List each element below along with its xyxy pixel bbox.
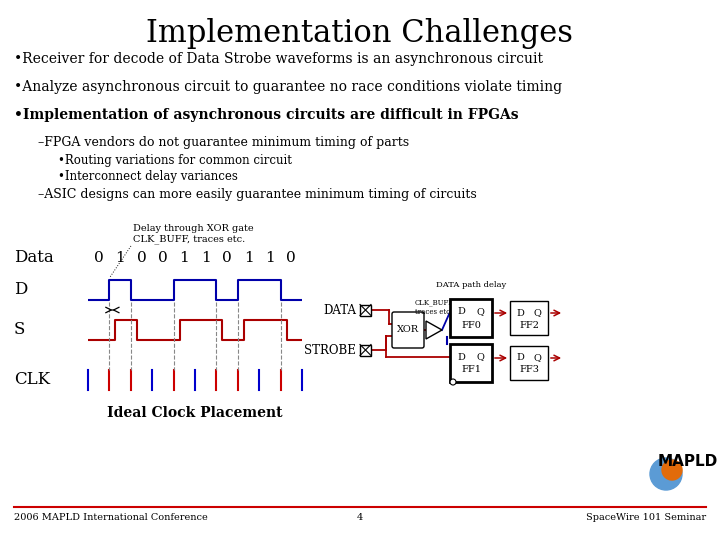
Text: FF2: FF2: [519, 321, 539, 329]
Text: STROBE: STROBE: [304, 343, 356, 356]
Text: DATA: DATA: [323, 303, 356, 316]
Text: S: S: [14, 321, 25, 339]
Text: 2006 MAPLD International Conference: 2006 MAPLD International Conference: [14, 514, 208, 523]
Bar: [360, 305, 371, 315]
Text: 1: 1: [243, 251, 253, 265]
Text: Delay through XOR gate
CLK_BUFF, traces etc.: Delay through XOR gate CLK_BUFF, traces …: [133, 224, 253, 244]
Text: MAPLD: MAPLD: [658, 455, 718, 469]
Text: CLK: CLK: [14, 372, 50, 388]
Text: DATA path delay: DATA path delay: [436, 281, 506, 289]
Text: 1: 1: [179, 251, 189, 265]
Text: CLK_BUFF
traces etc.: CLK_BUFF traces etc.: [415, 299, 454, 316]
Text: •Receiver for decode of Data Strobe waveforms is an asynchronous circuit: •Receiver for decode of Data Strobe wave…: [14, 52, 543, 66]
Text: •Implementation of asynchronous circuits are difficult in FPGAs: •Implementation of asynchronous circuits…: [14, 108, 518, 122]
Bar: [510, 301, 548, 335]
Text: –FPGA vendors do not guarantee minimum timing of parts: –FPGA vendors do not guarantee minimum t…: [38, 136, 409, 149]
Text: FF1: FF1: [461, 366, 481, 375]
Bar: [360, 345, 371, 355]
Circle shape: [662, 460, 682, 480]
Text: •Routing variations for common circuit: •Routing variations for common circuit: [58, 154, 292, 167]
Bar: [510, 346, 548, 380]
Text: D: D: [458, 307, 466, 316]
Text: Q: Q: [534, 354, 541, 362]
Text: FF0: FF0: [461, 321, 481, 329]
Text: D: D: [14, 281, 27, 299]
Text: Q: Q: [477, 307, 484, 316]
Text: Q: Q: [477, 353, 484, 361]
Text: 4: 4: [357, 514, 363, 523]
Text: XOR: XOR: [397, 326, 419, 334]
Text: Q: Q: [534, 308, 541, 318]
Polygon shape: [426, 321, 442, 339]
Text: 0: 0: [287, 251, 296, 265]
Text: Data: Data: [14, 249, 54, 267]
Circle shape: [450, 379, 456, 385]
Text: 0: 0: [158, 251, 168, 265]
Text: D: D: [517, 308, 525, 318]
Bar: [450, 344, 492, 382]
Text: D: D: [517, 354, 525, 362]
Text: –ASIC designs can more easily guarantee minimum timing of circuits: –ASIC designs can more easily guarantee …: [38, 188, 477, 201]
Text: SpaceWire 101 Seminar: SpaceWire 101 Seminar: [586, 514, 706, 523]
Text: 1: 1: [265, 251, 275, 265]
Text: 0: 0: [222, 251, 232, 265]
Text: D: D: [458, 353, 466, 361]
Text: 1: 1: [201, 251, 210, 265]
Text: •Interconnect delay variances: •Interconnect delay variances: [58, 170, 238, 183]
Text: FF3: FF3: [519, 366, 539, 375]
Text: Implementation Challenges: Implementation Challenges: [146, 18, 574, 49]
FancyBboxPatch shape: [392, 312, 424, 348]
Text: 0: 0: [94, 251, 104, 265]
Text: Ideal Clock Placement: Ideal Clock Placement: [107, 406, 283, 420]
Text: •Analyze asynchronous circuit to guarantee no race conditions violate timing: •Analyze asynchronous circuit to guarant…: [14, 80, 562, 94]
Bar: [450, 299, 492, 337]
Circle shape: [650, 458, 682, 490]
Text: 0: 0: [137, 251, 146, 265]
Text: 1: 1: [115, 251, 125, 265]
